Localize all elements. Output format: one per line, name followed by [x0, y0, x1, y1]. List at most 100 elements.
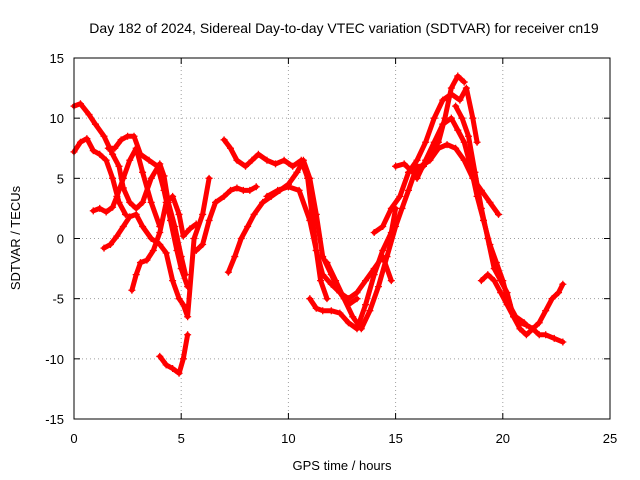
data-point — [323, 259, 331, 267]
data-point — [306, 295, 314, 303]
data-point — [332, 277, 340, 285]
data-point — [160, 186, 168, 194]
data-point — [242, 162, 250, 170]
data-point — [139, 222, 147, 230]
y-tick-label: 15 — [50, 51, 64, 66]
data-point — [156, 228, 164, 236]
x-tick-label: 0 — [70, 431, 77, 446]
data-point — [460, 138, 468, 146]
data-point — [106, 241, 114, 249]
data-point — [392, 162, 400, 170]
data-point — [169, 277, 177, 285]
data-point — [447, 84, 455, 92]
series-arc-13 — [323, 72, 468, 333]
data-point — [113, 192, 121, 200]
series-line — [157, 332, 191, 376]
data-point — [357, 325, 365, 333]
x-tick-labels: 0 5 10 15 20 25 — [70, 431, 617, 446]
data-point — [319, 271, 327, 279]
data-point — [462, 84, 470, 92]
data-point — [495, 210, 503, 218]
data-point — [299, 156, 307, 164]
data-point — [447, 90, 455, 98]
data-point — [121, 210, 129, 218]
data-point — [484, 235, 492, 242]
data-point — [147, 174, 155, 182]
data-point — [179, 355, 187, 363]
data-point — [76, 100, 84, 108]
data-point — [143, 256, 151, 264]
data-point — [145, 156, 153, 164]
data-point — [497, 289, 505, 297]
data-point — [522, 331, 530, 339]
data-point — [227, 186, 235, 194]
data-point — [274, 186, 282, 194]
y-tick-label: -15 — [45, 412, 64, 427]
data-point — [109, 150, 117, 158]
data-point — [132, 210, 140, 218]
data-point — [349, 313, 357, 321]
data-point — [323, 295, 331, 303]
data-point — [184, 283, 192, 291]
data-point — [96, 150, 104, 158]
data-point — [100, 244, 108, 252]
data-point — [409, 168, 417, 176]
data-point — [139, 198, 147, 206]
data-point — [83, 135, 91, 143]
data-point — [458, 114, 466, 122]
data-point — [469, 114, 477, 122]
data-point — [186, 225, 194, 233]
data-point — [404, 186, 412, 194]
data-point — [284, 183, 292, 191]
data-point — [248, 156, 256, 164]
data-point — [220, 192, 228, 200]
data-point — [460, 78, 468, 86]
data-point — [387, 204, 395, 212]
data-point — [396, 192, 404, 200]
data-point — [312, 210, 320, 218]
data-point — [362, 277, 370, 285]
data-point — [559, 338, 567, 346]
x-tick-label: 5 — [178, 431, 185, 446]
data-point — [374, 283, 382, 291]
series-group — [70, 72, 567, 377]
data-point — [456, 96, 464, 104]
data-point — [89, 207, 97, 215]
series-arc-14 — [370, 84, 481, 236]
data-point — [246, 186, 254, 194]
data-point — [119, 174, 127, 182]
data-point — [484, 271, 492, 279]
data-point — [422, 156, 430, 164]
data-point — [430, 114, 438, 122]
x-tick-label: 10 — [281, 431, 295, 446]
data-point — [252, 183, 260, 191]
data-point — [454, 72, 462, 80]
data-point — [100, 132, 108, 140]
series-arc-12 — [306, 204, 400, 333]
data-point — [147, 235, 155, 242]
data-point — [231, 253, 239, 261]
y-tick-labels: -15 -10 -5 0 5 10 15 — [45, 51, 64, 427]
data-point — [177, 265, 185, 273]
series-arc-05 — [104, 132, 192, 291]
data-point — [126, 198, 134, 206]
data-point — [319, 307, 327, 315]
data-point — [353, 295, 361, 303]
data-point — [259, 198, 267, 206]
data-point — [149, 247, 157, 255]
data-point — [233, 184, 241, 192]
series-line — [129, 193, 199, 293]
data-point — [293, 168, 301, 176]
y-tick-label: 10 — [50, 111, 64, 126]
data-point — [111, 144, 119, 152]
series-arc-15 — [392, 141, 503, 218]
data-point — [353, 289, 361, 297]
data-point — [179, 301, 187, 309]
data-point — [413, 174, 421, 182]
data-point — [306, 174, 314, 182]
x-tick-label: 15 — [388, 431, 402, 446]
data-point — [272, 160, 280, 168]
data-point — [535, 319, 543, 327]
series-line — [71, 101, 188, 278]
data-point — [312, 247, 320, 255]
